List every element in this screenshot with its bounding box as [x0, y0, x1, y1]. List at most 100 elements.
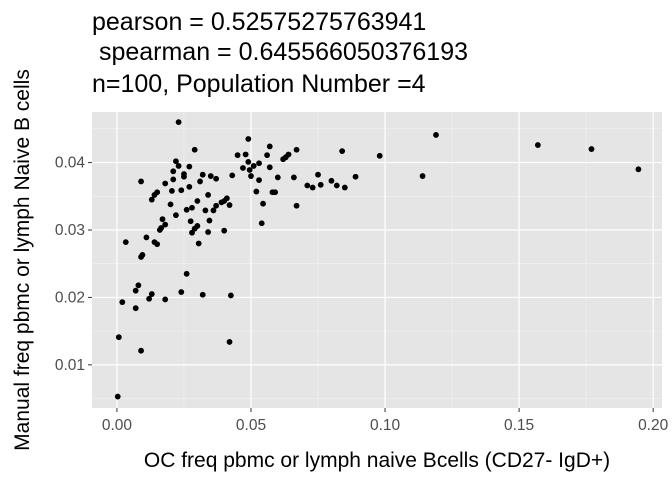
y-axis: 0.01 0.02 0.03 0.04 — [55, 155, 92, 374]
data-point — [139, 252, 146, 258]
data-point — [419, 173, 426, 179]
data-point — [199, 291, 206, 298]
data-point — [274, 174, 281, 181]
data-point — [206, 217, 213, 224]
data-point — [635, 166, 642, 173]
data-point — [197, 178, 203, 185]
y-tick-label: 0.04 — [55, 155, 86, 172]
data-point — [352, 173, 359, 180]
data-point — [264, 152, 270, 159]
data-point — [266, 164, 273, 171]
data-point — [229, 172, 236, 179]
data-point — [246, 167, 253, 173]
y-tick-label: 0.03 — [55, 222, 85, 239]
data-point — [146, 295, 153, 302]
data-point — [194, 198, 201, 204]
data-point — [148, 291, 155, 297]
chart-title-pearson: pearson = 0.52575275763941 — [92, 8, 427, 36]
data-point — [205, 192, 211, 198]
data-point — [168, 187, 175, 194]
data-point — [328, 177, 335, 184]
data-point — [223, 195, 230, 202]
data-point — [376, 152, 383, 159]
data-point — [138, 178, 144, 185]
data-point — [309, 184, 316, 191]
data-point — [588, 146, 595, 152]
data-point — [183, 206, 190, 213]
data-point — [162, 180, 169, 187]
data-point — [122, 239, 129, 246]
data-point — [181, 173, 187, 180]
data-points — [114, 119, 642, 400]
grid-major — [92, 112, 662, 408]
data-point — [175, 163, 182, 169]
data-point — [138, 347, 144, 354]
grid-minor — [92, 112, 662, 408]
data-point — [250, 163, 257, 169]
data-point — [260, 200, 266, 207]
data-point — [173, 212, 179, 219]
x-tick-label: 0.05 — [236, 417, 266, 434]
x-tick-label: 0.20 — [638, 417, 669, 434]
data-point — [199, 171, 206, 178]
data-point — [256, 177, 262, 184]
data-point — [290, 174, 297, 181]
data-point — [170, 176, 177, 183]
data-point — [202, 207, 209, 214]
data-point — [293, 202, 300, 209]
x-tick-label: 0.10 — [370, 417, 401, 434]
data-point — [119, 299, 126, 306]
chart-title-spearman: spearman = 0.645566050376193 — [92, 38, 469, 66]
data-point — [534, 142, 541, 148]
data-point — [162, 221, 169, 228]
chart-title-n: n=100, Population Number =4 — [92, 70, 426, 98]
y-axis-title: Manual freq pbmc or lymph Naive B cells — [11, 69, 34, 451]
data-point — [189, 204, 195, 211]
data-point — [132, 287, 139, 294]
data-point — [227, 292, 234, 299]
data-point — [258, 220, 265, 227]
data-point — [248, 173, 254, 179]
data-point — [207, 173, 214, 179]
data-point — [183, 270, 190, 277]
plot-panel — [92, 112, 662, 408]
data-point — [213, 175, 220, 182]
data-point — [173, 158, 179, 165]
data-point — [175, 119, 182, 126]
data-point — [187, 218, 194, 225]
data-point — [304, 182, 311, 189]
data-point — [272, 189, 279, 196]
data-point — [341, 184, 348, 191]
data-point — [234, 152, 241, 159]
data-point — [115, 334, 122, 341]
data-point — [266, 143, 273, 150]
data-point — [253, 188, 260, 195]
data-point — [205, 229, 211, 235]
data-point — [154, 189, 161, 196]
data-point — [293, 146, 300, 153]
data-point — [195, 240, 202, 247]
data-point — [143, 234, 150, 241]
data-point — [213, 202, 220, 209]
x-axis: 0.00 0.05 0.10 0.15 0.20 — [102, 408, 669, 434]
data-point — [333, 182, 340, 189]
data-point — [167, 201, 174, 208]
data-point — [433, 132, 439, 138]
data-point — [114, 393, 121, 400]
data-point — [178, 187, 185, 194]
data-point — [317, 181, 324, 188]
data-point — [186, 163, 193, 170]
data-point — [154, 241, 161, 248]
data-point — [191, 146, 198, 153]
x-axis-title: OC freq pbmc or lymph naive Bcells (CD27… — [144, 449, 610, 472]
data-point — [285, 151, 292, 158]
data-point — [159, 216, 166, 223]
data-point — [210, 207, 217, 214]
data-point — [148, 196, 155, 203]
data-point — [132, 305, 139, 312]
data-point — [240, 165, 246, 171]
data-point — [186, 183, 193, 190]
y-tick-label: 0.02 — [55, 289, 85, 306]
data-point — [170, 168, 177, 175]
